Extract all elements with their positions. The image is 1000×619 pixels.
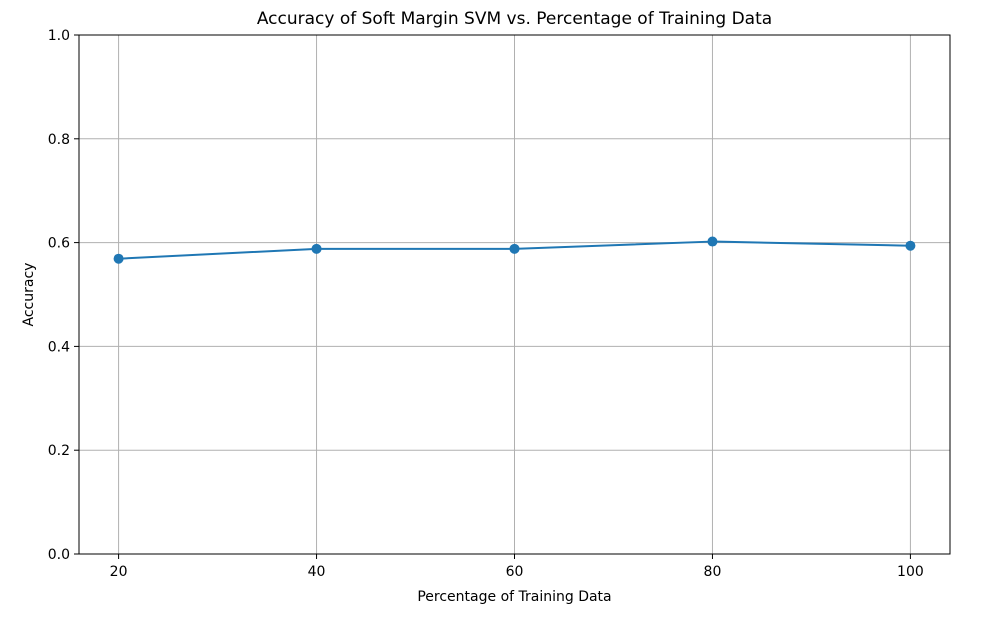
grid-layer xyxy=(79,34,950,555)
chart-title: Accuracy of Soft Margin SVM vs. Percenta… xyxy=(257,9,772,29)
data-point-marker xyxy=(509,243,520,254)
data-point-marker xyxy=(707,236,718,247)
y-tick-label: 0.2 xyxy=(48,443,70,459)
data-point-marker xyxy=(113,253,124,264)
data-point-marker xyxy=(311,243,322,254)
y-tick-label: 0.4 xyxy=(48,339,70,355)
y-axis-title: Accuracy xyxy=(21,263,37,327)
x-tick-label: 80 xyxy=(704,564,722,580)
x-tick-label: 20 xyxy=(110,564,128,580)
series-layer xyxy=(113,236,916,264)
x-tick-label: 60 xyxy=(506,564,524,580)
x-axis-title: Percentage of Training Data xyxy=(417,589,611,605)
ticks-layer: 20 40 60 80 100 0.0 0.2 0.4 0.6 0.8 1.0 xyxy=(48,28,924,580)
data-point-marker xyxy=(905,240,916,251)
y-tick-label: 0.6 xyxy=(48,236,70,252)
y-tick-label: 0.8 xyxy=(48,132,70,148)
x-tick-label: 40 xyxy=(308,564,326,580)
y-tick-label: 1.0 xyxy=(48,28,70,44)
x-tick-label: 100 xyxy=(897,564,924,580)
y-tick-label: 0.0 xyxy=(48,547,70,563)
